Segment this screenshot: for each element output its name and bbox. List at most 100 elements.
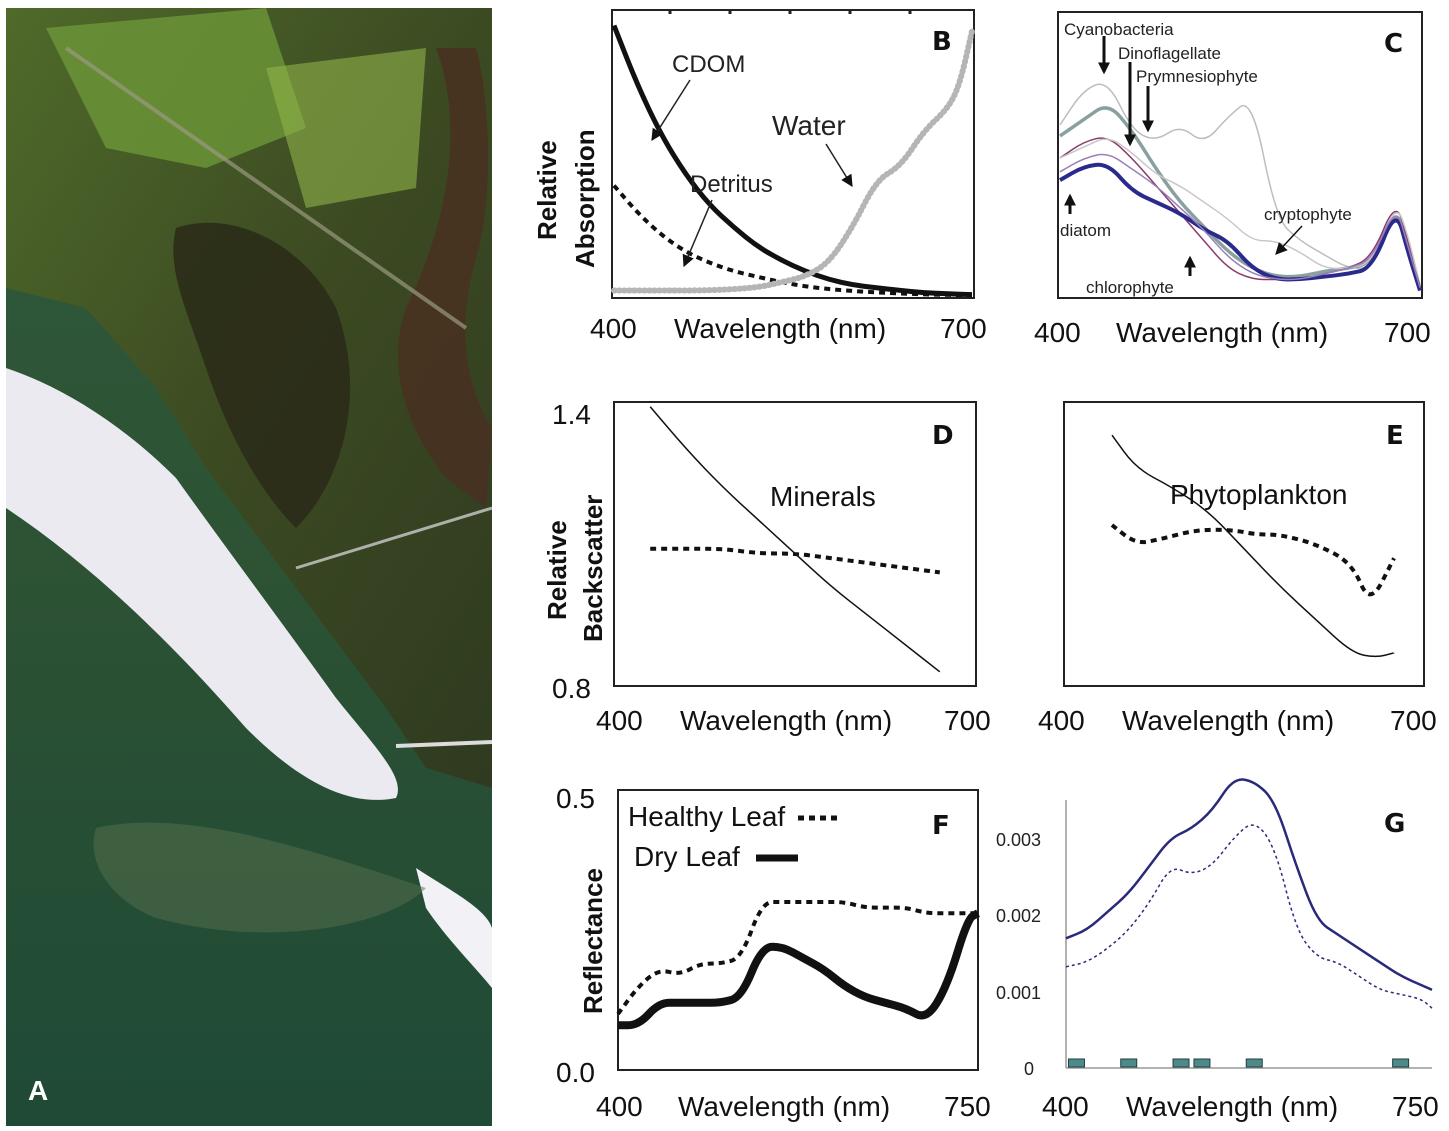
panel-f-letter: F <box>932 811 950 841</box>
panel-d-plot <box>649 406 941 673</box>
panel-e-title: Phytoplankton <box>1170 479 1347 510</box>
panel-c-xtick-400: 400 <box>1034 317 1081 348</box>
panel-g-letter: G <box>1384 809 1405 839</box>
panel-f-series-healthy-leaf <box>616 899 978 1016</box>
panel-g-band-marker-2 <box>1172 1058 1190 1068</box>
panel-b-arrow-detritus <box>682 199 713 268</box>
panel-g-ytick-0003: 0.003 <box>996 830 1041 850</box>
river-channel <box>398 48 492 508</box>
panel-f-ytick-top: 0.5 <box>556 783 595 814</box>
panel-g-xtick-400: 400 <box>1042 1091 1089 1122</box>
panel-d-xtick-400: 400 <box>596 705 643 736</box>
panel-d: D Minerals 1.4 0.8 Relative Backscatter … <box>542 399 991 736</box>
panel-g-plot <box>1065 778 1433 1068</box>
panel-d-ylabel-2: Backscatter <box>578 495 608 642</box>
panel-e-plot <box>1110 434 1396 658</box>
sand-spit-south <box>416 868 492 988</box>
plume <box>93 822 426 933</box>
panel-g-xlabel: Wavelength (nm) <box>1126 1091 1338 1122</box>
panel-c-label-cryptophyte: cryptophyte <box>1264 205 1352 224</box>
panel-c-xtick-700: 700 <box>1384 317 1431 348</box>
panel-f-ylabel: Reflectance <box>578 868 608 1014</box>
panel-f-plot <box>616 899 980 1030</box>
satellite-image-svg: A <box>6 8 493 1126</box>
panel-c-label-dinoflagellate: Dinoflagellate <box>1118 44 1221 63</box>
panel-g-band-marker-4 <box>1245 1058 1263 1068</box>
panel-g-band-marker-5 <box>1392 1058 1410 1068</box>
panel-g-ytick-0: 0 <box>1024 1059 1034 1079</box>
panel-d-frame <box>613 401 977 687</box>
panel-d-letter: D <box>932 421 954 451</box>
panel-c-series-chlorophyte <box>1059 153 1421 288</box>
panel-g-xtick-750: 750 <box>1392 1091 1439 1122</box>
panel-b: B Relative Absorption 400 Wavelength (nm… <box>532 9 987 344</box>
panel-e-frame <box>1063 401 1425 687</box>
panel-c-arrow-cryptophyte <box>1275 225 1303 255</box>
panel-e-xlabel: Wavelength (nm) <box>1122 705 1334 736</box>
panel-d-xtick-700: 700 <box>944 705 991 736</box>
panel-b-label-detritus: Detritus <box>690 171 773 198</box>
panel-d-title: Minerals <box>770 481 876 512</box>
panel-g-ytick-0001: 0.001 <box>996 983 1041 1003</box>
panel-g-band-marker-0 <box>1067 1058 1085 1068</box>
panel-letter-a: A <box>28 1075 48 1106</box>
panel-e-series-1 <box>1110 523 1396 597</box>
panel-e-series-0 <box>1111 434 1395 658</box>
causeway <box>295 506 493 570</box>
panel-f: F 0.5 0.0 Reflectance Healthy Leaf Dry L… <box>556 783 991 1122</box>
panel-e-xtick-700: 700 <box>1390 705 1437 736</box>
panel-d-ytick-bottom: 0.8 <box>552 673 591 704</box>
panel-c-label-chlorophyte: chlorophyte <box>1086 278 1174 297</box>
panel-c-label-diatom: diatom <box>1060 221 1111 240</box>
panel-g-series-0 <box>1065 778 1433 991</box>
panel-b-plot <box>611 24 975 298</box>
panel-b-ylabel-1: Relative <box>532 140 562 240</box>
panel-b-ylabel-2: Absorption <box>570 129 600 268</box>
panel-f-xtick-400: 400 <box>596 1091 643 1122</box>
panel-f-xtick-750: 750 <box>944 1091 991 1122</box>
panel-c-series-diatom <box>1059 162 1422 292</box>
panel-c-series-prymnesiophyte <box>1059 137 1421 288</box>
panel-b-xlabel: Wavelength (nm) <box>674 313 886 344</box>
panel-f-series-dry-leaf <box>618 909 980 1030</box>
panel-b-arrow-water <box>825 143 853 188</box>
panel-g-series-1 <box>1065 824 1433 1009</box>
panel-b-xtick-400: 400 <box>590 313 637 344</box>
panel-d-ylabel-1: Relative <box>542 520 572 620</box>
panel-f-xlabel: Wavelength (nm) <box>678 1091 890 1122</box>
panel-c-label-cyanobacteria: Cyanobacteria <box>1064 20 1174 39</box>
panel-c-plot <box>1059 83 1422 292</box>
panel-d-series-1 <box>650 546 941 575</box>
panel-b-letter: B <box>932 27 952 57</box>
panel-b-series-detritus <box>612 184 973 298</box>
panel-d-ytick-top: 1.4 <box>552 399 591 430</box>
panel-b-xtick-700: 700 <box>940 313 987 344</box>
panel-e: E Phytoplankton 400 Wavelength (nm) 700 <box>1038 401 1437 736</box>
panel-f-ytick-bottom: 0.0 <box>556 1057 595 1088</box>
panel-b-series-cdom <box>611 24 973 298</box>
panel-b-label-cdom: CDOM <box>672 51 745 78</box>
panel-f-legend-dry: Dry Leaf <box>634 841 740 872</box>
panel-b-frame <box>611 9 975 299</box>
green-fields-2 <box>266 48 426 208</box>
panel-f-legend-healthy: Healthy Leaf <box>628 801 785 832</box>
bridge <box>395 740 493 748</box>
road-line <box>64 46 468 330</box>
panel-c: C 400 Wavelength (nm) 700 Cyanobacteria … <box>1034 11 1431 348</box>
green-fields <box>46 8 306 168</box>
satellite-image: A <box>6 8 493 1126</box>
panel-b-arrow-cdom <box>651 79 691 142</box>
panel-d-series-0 <box>649 406 941 673</box>
panel-e-letter: E <box>1386 421 1404 451</box>
panel-c-letter: C <box>1384 29 1403 59</box>
panel-b-label-water: Water <box>772 110 846 141</box>
panel-c-frame <box>1057 11 1423 299</box>
panel-b-series-water <box>611 28 975 294</box>
panel-c-xlabel: Wavelength (nm) <box>1116 317 1328 348</box>
panel-c-series-cryptophyte <box>1059 138 1421 286</box>
dark-estuary <box>173 222 351 528</box>
panel-b-top-ticks <box>668 10 912 14</box>
sand-spit <box>6 368 398 800</box>
panel-f-frame <box>617 789 979 1071</box>
panel-d-xlabel: Wavelength (nm) <box>680 705 892 736</box>
